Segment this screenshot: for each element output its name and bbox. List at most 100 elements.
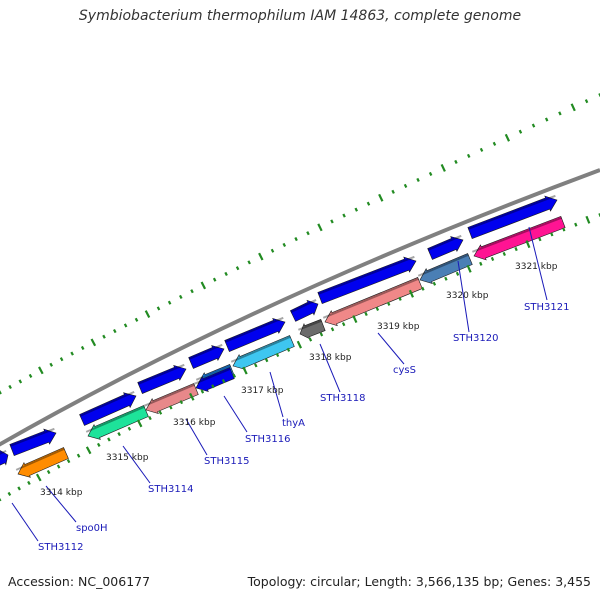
tick-mark	[306, 231, 310, 236]
tick-mark	[514, 247, 518, 252]
kbp-label: 3314 kbp	[40, 488, 83, 498]
tick-mark	[585, 215, 591, 224]
tick-mark	[179, 294, 183, 300]
tick-mark	[319, 332, 324, 337]
forward-gene-arrow	[290, 299, 319, 322]
tick-mark	[38, 366, 44, 375]
tick-mark	[317, 223, 323, 232]
reverse-gene-arrow-shade	[322, 277, 419, 319]
tick-mark	[341, 322, 346, 327]
tick-mark	[200, 281, 207, 290]
label-leader-line	[269, 371, 284, 418]
outer-ticks	[0, 93, 600, 395]
gene-label[interactable]: STH3112	[38, 542, 83, 553]
tick-mark	[232, 373, 237, 378]
label-leader-line	[457, 260, 470, 333]
forward-gene-arrow-shade	[427, 234, 462, 251]
tick-mark	[56, 464, 61, 469]
tick-mark	[247, 260, 251, 265]
kbp-label: 3319 kbp	[377, 322, 420, 332]
tick-mark	[525, 240, 531, 249]
gene-label[interactable]: cysS	[393, 365, 416, 376]
tick-mark	[8, 384, 12, 390]
tick-mark	[107, 437, 111, 442]
tick-mark	[70, 351, 74, 356]
forward-gene-arrow	[224, 317, 286, 352]
tick-mark	[167, 300, 172, 305]
gene-label[interactable]: STH3115	[204, 456, 249, 467]
forward-gene-arrow-shade	[0, 449, 7, 455]
gene-label[interactable]: STH3116	[245, 434, 290, 445]
accession-text: Accession: NC_006177	[8, 574, 151, 589]
forward-gene-arrow	[188, 345, 225, 369]
tick-mark	[136, 419, 143, 428]
tick-mark	[102, 334, 106, 339]
reverse-gene-arrow	[145, 383, 199, 414]
tick-mark	[18, 379, 23, 384]
tick-mark	[391, 189, 395, 194]
reverse-gene-arrow	[324, 277, 423, 327]
tick-mark	[264, 358, 269, 363]
tick-mark	[518, 129, 523, 134]
tick-mark	[282, 242, 287, 247]
tick-mark	[49, 362, 53, 367]
tick-mark	[421, 286, 425, 291]
tick-mark	[432, 281, 437, 286]
tick-mark	[408, 289, 414, 298]
tick-mark	[490, 256, 495, 261]
label-leader-line	[185, 418, 208, 456]
tick-mark	[492, 141, 497, 146]
forward-gene-arrow	[9, 428, 57, 456]
forward-gene-arrow-shade	[10, 427, 55, 447]
tick-mark	[127, 426, 132, 431]
reverse-gene-arrow-shade	[230, 335, 291, 363]
gene-label[interactable]: STH3118	[320, 393, 365, 404]
tick-mark	[504, 133, 511, 142]
tick-mark	[212, 277, 217, 282]
tick-mark	[7, 491, 12, 497]
forward-gene-arrow	[427, 236, 464, 260]
gene-label[interactable]: STH3114	[148, 484, 193, 495]
tick-mark	[296, 340, 303, 349]
tick-mark	[584, 99, 589, 104]
tick-mark	[531, 123, 536, 128]
forward-gene-arrow-shade	[290, 299, 317, 313]
gene-label[interactable]: STH3121	[524, 302, 569, 313]
tick-mark	[375, 306, 380, 311]
reverse-gene-arrow	[299, 319, 326, 340]
tick-mark	[59, 357, 64, 362]
tick-mark	[258, 252, 264, 261]
tick-mark	[466, 264, 472, 273]
gene-label[interactable]: STH3120	[453, 333, 498, 344]
tick-mark	[190, 289, 194, 294]
tick-mark	[28, 373, 33, 378]
tick-mark	[117, 432, 121, 437]
gene-label[interactable]: thyA	[282, 418, 305, 429]
kbp-label: 3316 kbp	[173, 418, 216, 428]
tick-mark	[85, 446, 92, 455]
label-leader-line	[528, 226, 548, 301]
forward-gene-arrow-shade	[79, 390, 135, 417]
kbp-label: 3321 kbp	[515, 262, 558, 272]
forward-gene-arrow-shade	[468, 194, 556, 230]
forward-strand-genes	[0, 194, 558, 466]
tick-mark	[398, 296, 402, 301]
tick-mark	[148, 416, 152, 421]
reverse-gene-arrow-shade	[193, 367, 231, 385]
tick-mark	[46, 469, 51, 475]
tick-mark	[455, 271, 460, 276]
tick-mark	[96, 442, 101, 447]
reverse-gene-arrow-shade	[15, 447, 65, 471]
gene-label[interactable]: spo0H	[76, 523, 108, 534]
tick-mark	[378, 193, 384, 202]
reverse-gene-arrow-shade	[85, 405, 145, 433]
tick-mark	[479, 261, 483, 266]
tick-mark	[330, 327, 335, 332]
forward-gene-arrow-shade	[137, 363, 185, 385]
tick-mark	[403, 183, 408, 188]
tick-mark	[386, 301, 391, 306]
reverse-gene-arrow	[195, 367, 235, 392]
reverse-gene-arrow	[419, 253, 473, 284]
tick-mark	[550, 232, 554, 237]
